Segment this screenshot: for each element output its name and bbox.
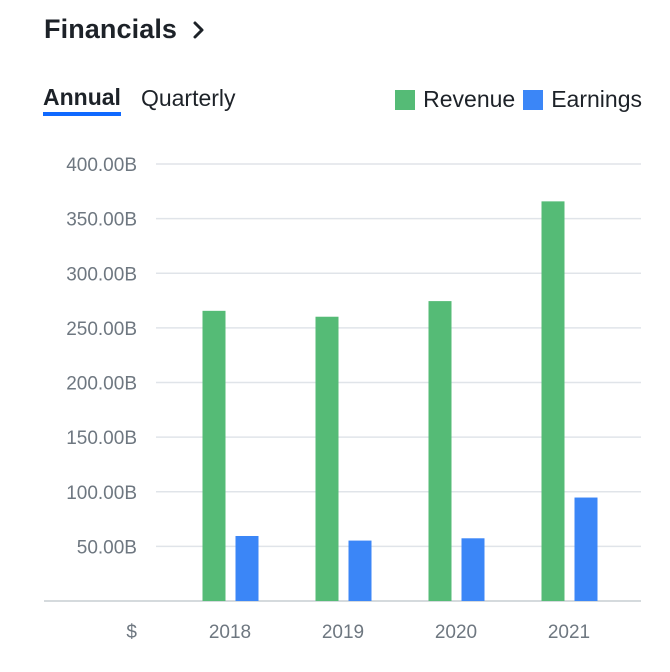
earnings-bar [235, 535, 259, 601]
tab-annual[interactable]: Annual [43, 84, 121, 116]
y-tick-label: 350.00B [66, 210, 137, 231]
y-tick-label: 300.00B [66, 264, 137, 285]
y-tick-label: 400.00B [66, 155, 137, 176]
period-tabs: Annual Quarterly [43, 84, 256, 116]
revenue-bar [315, 316, 339, 601]
earnings-bar [348, 540, 372, 601]
earnings-swatch [523, 89, 544, 110]
y-tick-label: 200.00B [66, 374, 137, 395]
section-title: Financials [44, 14, 178, 44]
y-tick-label: 250.00B [66, 319, 137, 340]
legend-label-earnings: Earnings [551, 86, 642, 112]
unit-label: $ [126, 622, 137, 643]
y-tick-label: 50.00B [77, 537, 137, 558]
earnings-bar [574, 497, 598, 601]
revenue-bar [428, 301, 452, 601]
financials-header-link[interactable]: Financials [44, 14, 207, 45]
revenue-bar [541, 201, 565, 601]
chevron-right-icon [193, 21, 204, 38]
legend-item-earnings[interactable]: Earnings [523, 86, 642, 113]
y-tick-label: 100.00B [66, 483, 137, 504]
x-tick-label: 2021 [548, 622, 590, 643]
legend-label-revenue: Revenue [423, 86, 516, 112]
legend-item-revenue[interactable]: Revenue [395, 86, 515, 113]
chart-legend: Revenue Earnings [387, 86, 642, 113]
revenue-bar [202, 310, 226, 601]
y-tick-label: 150.00B [66, 428, 137, 449]
x-tick-label: 2018 [209, 622, 251, 643]
revenue-swatch [395, 89, 416, 110]
tab-quarterly[interactable]: Quarterly [140, 85, 236, 111]
x-tick-label: 2019 [322, 622, 364, 643]
earnings-bar [461, 538, 485, 601]
x-tick-label: 2020 [435, 622, 477, 643]
